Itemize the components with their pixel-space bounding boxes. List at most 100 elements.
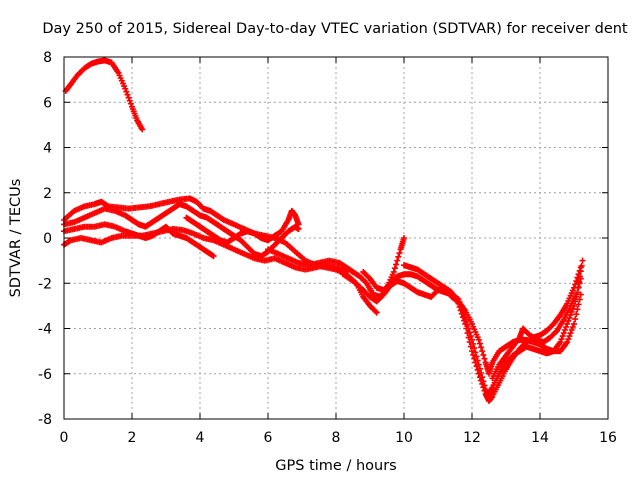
series-band-6 <box>265 235 407 300</box>
data-point <box>123 88 130 95</box>
data-point <box>362 279 369 286</box>
data-point <box>471 355 478 362</box>
data-point <box>395 253 402 260</box>
data-point <box>480 351 487 358</box>
x-tick-label: 8 <box>332 430 341 446</box>
y-tick-label: -2 <box>38 276 52 292</box>
data-point <box>565 317 572 324</box>
data-point <box>572 281 579 288</box>
data-point <box>122 85 129 92</box>
data-point <box>569 323 576 330</box>
data-point <box>466 339 473 346</box>
data-point <box>464 330 471 337</box>
series-band-1 <box>61 195 380 316</box>
chart-title: Day 250 of 2015, Sidereal Day-to-day VTE… <box>42 21 628 37</box>
data-point <box>391 265 398 272</box>
data-point <box>564 339 571 346</box>
data-point <box>576 278 583 285</box>
x-axis-label: GPS time / hours <box>275 458 396 474</box>
y-axis-label: SDTVAR / TECUs <box>8 179 24 298</box>
y-tick-label: -8 <box>38 412 52 428</box>
series-band-3 <box>61 225 350 275</box>
data-point <box>567 330 574 337</box>
axis-ticks <box>63 56 609 420</box>
y-tick-label: 6 <box>43 95 52 111</box>
series-arc-top <box>62 57 146 133</box>
x-tick-label: 6 <box>264 430 273 446</box>
data-point <box>559 333 566 340</box>
data-point <box>455 300 462 307</box>
y-tick-label: -6 <box>38 367 52 383</box>
data-point <box>210 253 217 260</box>
data-point <box>576 296 583 303</box>
data-point <box>560 330 567 337</box>
data-point <box>578 262 585 269</box>
data-point <box>396 250 403 257</box>
data-point <box>480 384 487 391</box>
data-point <box>394 257 401 264</box>
x-tick-label: 4 <box>196 430 205 446</box>
data-point <box>576 273 583 280</box>
data-point <box>472 359 479 366</box>
data-point <box>295 221 302 228</box>
data-point <box>461 317 468 324</box>
data-point <box>470 351 477 358</box>
data-point <box>577 268 584 275</box>
data-point <box>575 284 582 291</box>
data-point <box>473 363 480 370</box>
data-point <box>579 257 586 264</box>
data-point <box>458 310 465 317</box>
x-tick-label: 12 <box>463 430 481 446</box>
data-point <box>463 325 470 332</box>
data-point <box>558 336 565 343</box>
data-point <box>457 307 464 314</box>
data-point <box>568 327 575 334</box>
data-point <box>481 387 488 394</box>
series-band-4 <box>61 201 302 260</box>
data-point <box>478 344 485 351</box>
y-tick-label: 4 <box>43 141 52 157</box>
data-point <box>573 311 580 318</box>
data-point <box>373 309 380 316</box>
data-point <box>478 377 485 384</box>
data-point <box>401 235 407 241</box>
x-tick-label: 2 <box>128 430 137 446</box>
x-tick-labels: 0 2 4 6 8 10 12 14 16 <box>60 430 617 446</box>
data-point <box>469 348 475 355</box>
data-point <box>127 100 134 107</box>
data-point <box>476 374 483 381</box>
x-tick-label: 16 <box>599 430 617 446</box>
data-point <box>565 336 572 343</box>
data-point <box>574 289 581 296</box>
data-point <box>126 97 133 104</box>
data-point <box>481 355 488 362</box>
y-tick-label: -4 <box>38 322 52 338</box>
data-point <box>572 316 579 323</box>
data-point <box>459 314 466 321</box>
data-point <box>571 320 577 327</box>
y-tick-label: 8 <box>43 50 52 66</box>
data-point <box>139 126 146 133</box>
data-point <box>561 327 568 334</box>
data-point <box>575 301 582 308</box>
data-point <box>552 328 559 335</box>
data-point <box>557 339 564 346</box>
data-point <box>479 348 486 355</box>
y-tick-label: 0 <box>43 231 52 247</box>
data-point <box>475 370 482 377</box>
x-tick-label: 10 <box>395 430 413 446</box>
data-point <box>467 343 474 350</box>
data-point <box>456 304 463 311</box>
data-point <box>465 334 472 341</box>
data-point <box>390 268 397 275</box>
data-point <box>462 320 469 327</box>
y-tick-labels: -8 -6 -4 -2 0 2 4 6 8 <box>38 50 52 428</box>
data-point <box>563 323 570 330</box>
series-band-10 <box>489 257 586 382</box>
data-point <box>124 91 131 98</box>
data-point <box>566 333 573 340</box>
x-tick-label: 0 <box>60 430 69 446</box>
data-point <box>476 340 483 347</box>
data-point <box>474 366 481 373</box>
